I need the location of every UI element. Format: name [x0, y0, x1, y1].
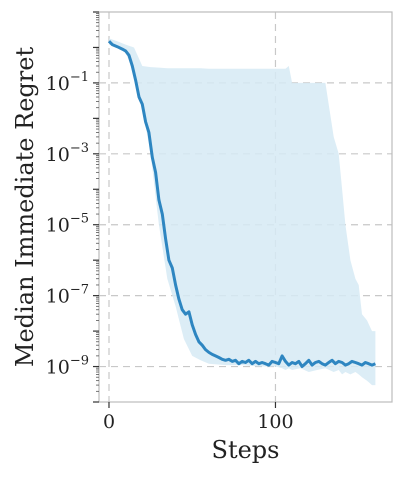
y-axis-label: Median Immediate Regret [11, 47, 39, 368]
y-tick-label-4: 10−9 [46, 354, 89, 379]
x-tick-label-1: 100 [257, 411, 293, 433]
x-ticks: 0 100 [103, 402, 294, 433]
x-tick-label-0: 0 [103, 411, 115, 433]
plot-frame [98, 11, 393, 403]
y-tick-label-0: 10−1 [46, 70, 89, 95]
line-layer [107, 40, 376, 368]
y-tick-label-2: 10−5 [46, 212, 89, 237]
confidence-band [109, 38, 376, 386]
x-axis-label: Steps [212, 436, 280, 464]
median-regret-line-0 [107, 40, 376, 368]
band-layer [109, 38, 376, 386]
y-tick-label-3: 10−7 [46, 283, 89, 308]
y-tick-label-1: 10−3 [46, 141, 89, 166]
y-ticks: 10−1 10−3 10−5 10−7 10−9 [46, 11, 99, 403]
